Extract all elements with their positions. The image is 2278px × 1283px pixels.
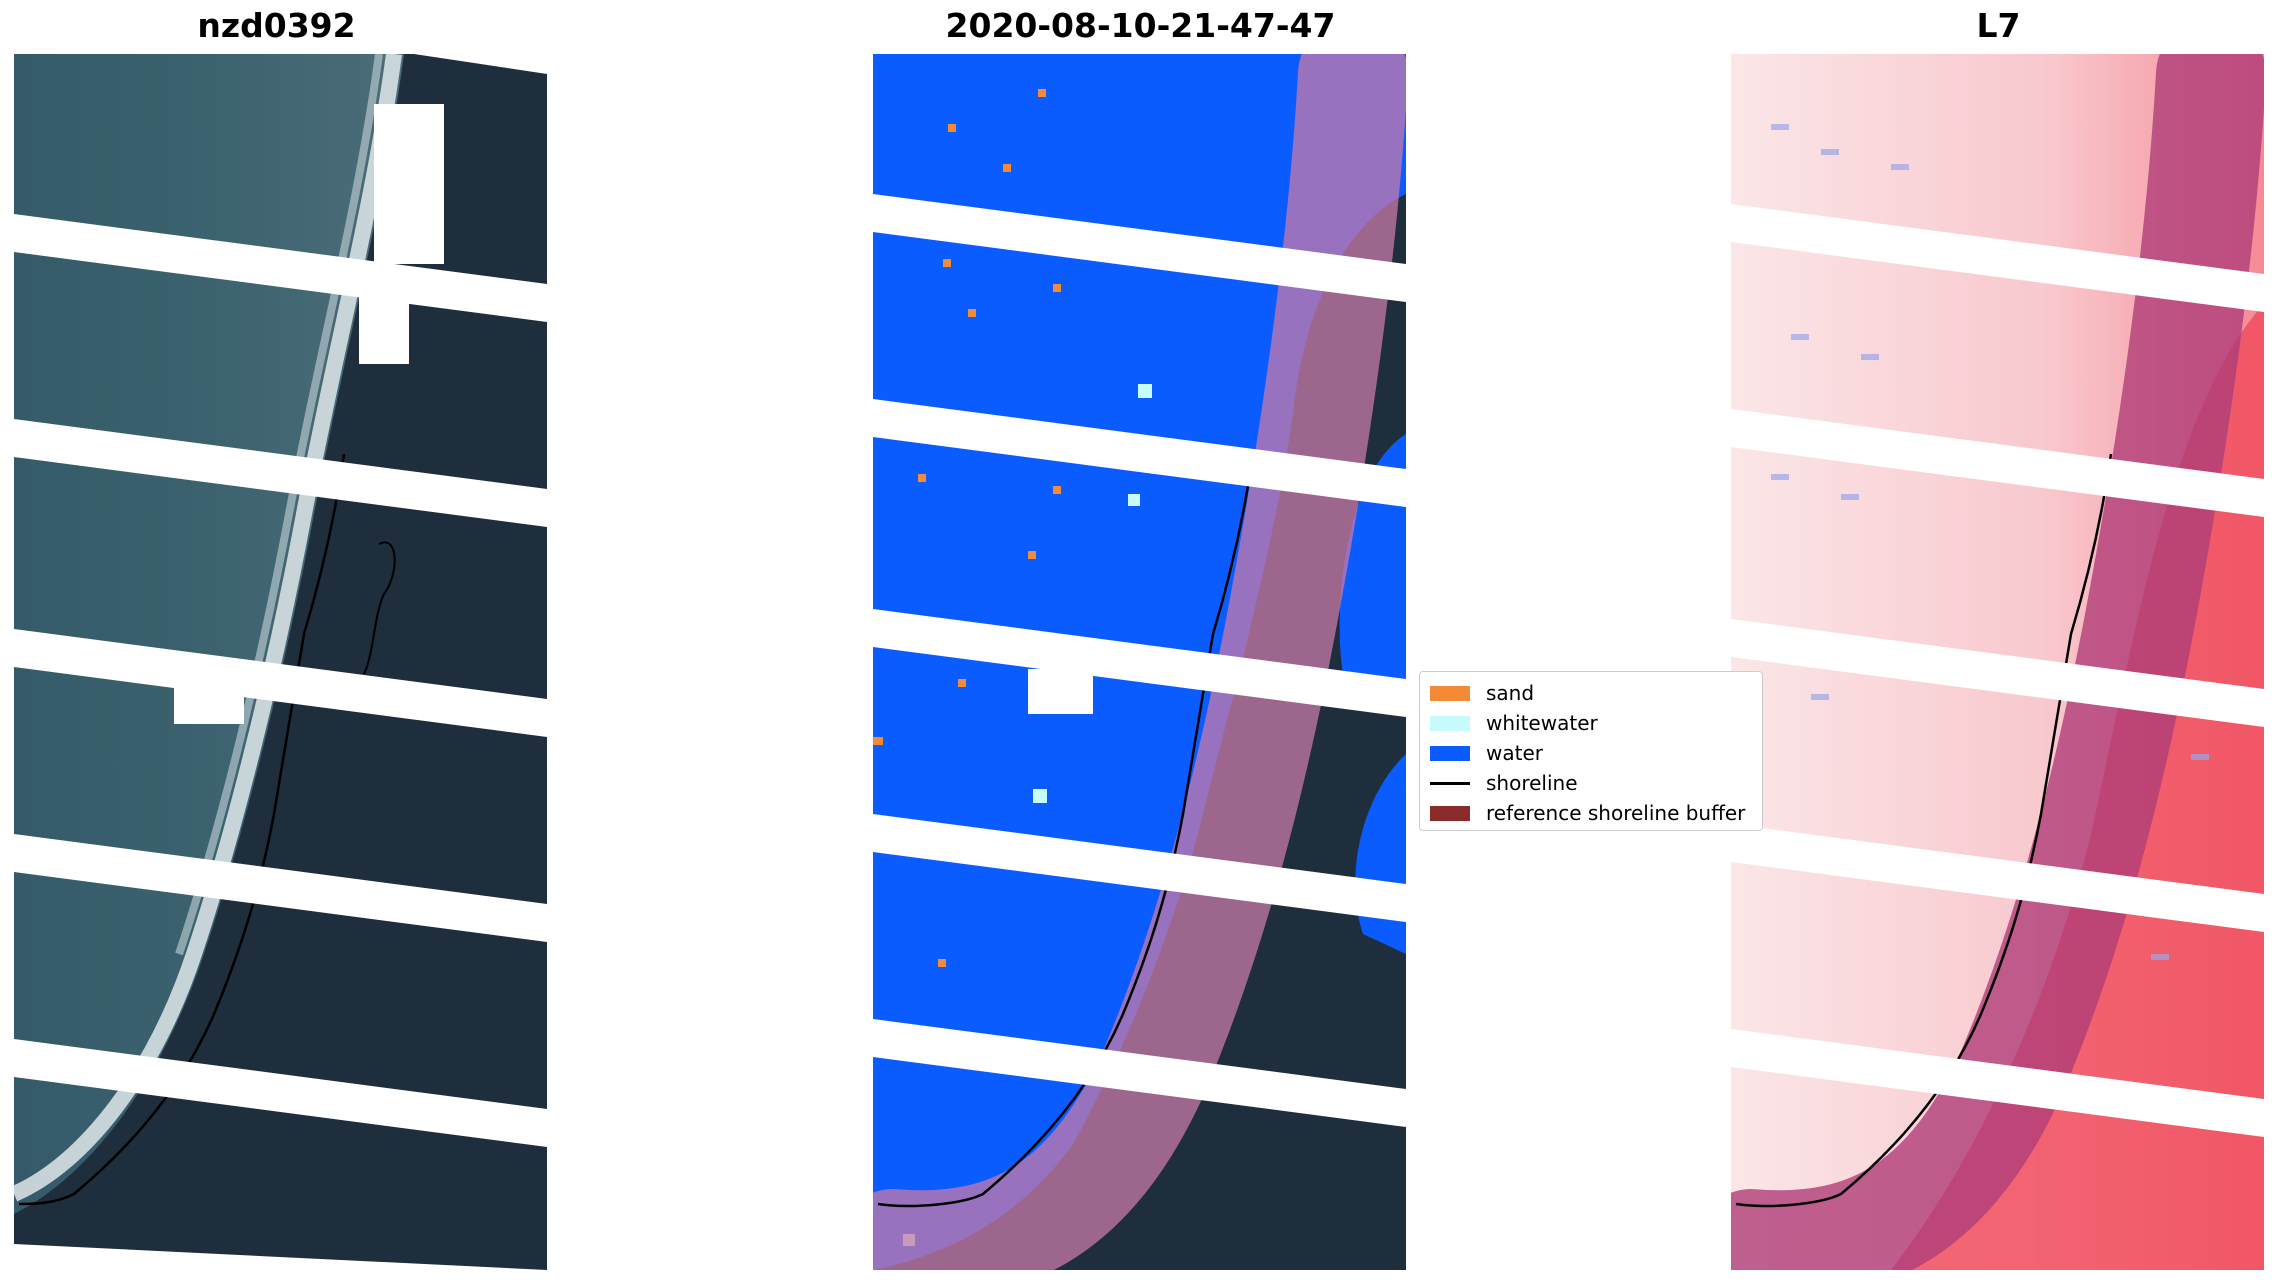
scan-line-gaps [873, 194, 1406, 1127]
legend-item-buffer: reference shoreline buffer [1430, 798, 1752, 828]
sand-pixels [873, 89, 1061, 967]
reference-shoreline-buffer [1731, 54, 2264, 1270]
classified-image [873, 54, 1406, 1270]
whitewater-swatch [1430, 715, 1470, 731]
reference-shoreline-buffer [873, 54, 1406, 1270]
legend-label: sand [1486, 681, 1535, 705]
legend-label: shoreline [1486, 771, 1578, 795]
panel-title-classified: 2020-08-10-21-47-47 [945, 6, 1336, 45]
cloud-mask [374, 104, 444, 264]
legend-item-shoreline: shoreline [1430, 768, 1752, 798]
index-image [1731, 54, 2264, 1270]
shoreline-line-swatch [1430, 781, 1470, 785]
legend-item-sand: sand [1430, 678, 1752, 708]
legend-label: whitewater [1486, 711, 1598, 735]
noise-pixels [1771, 124, 2209, 960]
legend-label: reference shoreline buffer [1486, 801, 1746, 825]
shoreline [877, 453, 1255, 1208]
legend-item-whitewater: whitewater [1430, 708, 1752, 738]
panel-title-index: L7 [1976, 6, 2021, 45]
legend-item-water: water [1430, 738, 1752, 768]
water-swatch [1430, 745, 1470, 761]
sand-swatch [1430, 685, 1470, 701]
buffer-swatch [1430, 805, 1470, 821]
rgb-image [14, 54, 547, 1270]
legend: sand whitewater water shoreline referenc… [1419, 671, 1763, 831]
ocean-area [14, 54, 404, 1214]
scan-line-gaps [14, 54, 547, 1270]
scan-line-gaps [1731, 204, 2264, 1137]
shoreline [1735, 453, 2113, 1208]
rgb-image-panel [14, 54, 547, 1270]
classified-image-panel [873, 54, 1406, 1270]
panel-title-rgb: nzd0392 [197, 6, 356, 45]
index-image-panel [1731, 54, 2264, 1270]
legend-label: water [1486, 741, 1543, 765]
